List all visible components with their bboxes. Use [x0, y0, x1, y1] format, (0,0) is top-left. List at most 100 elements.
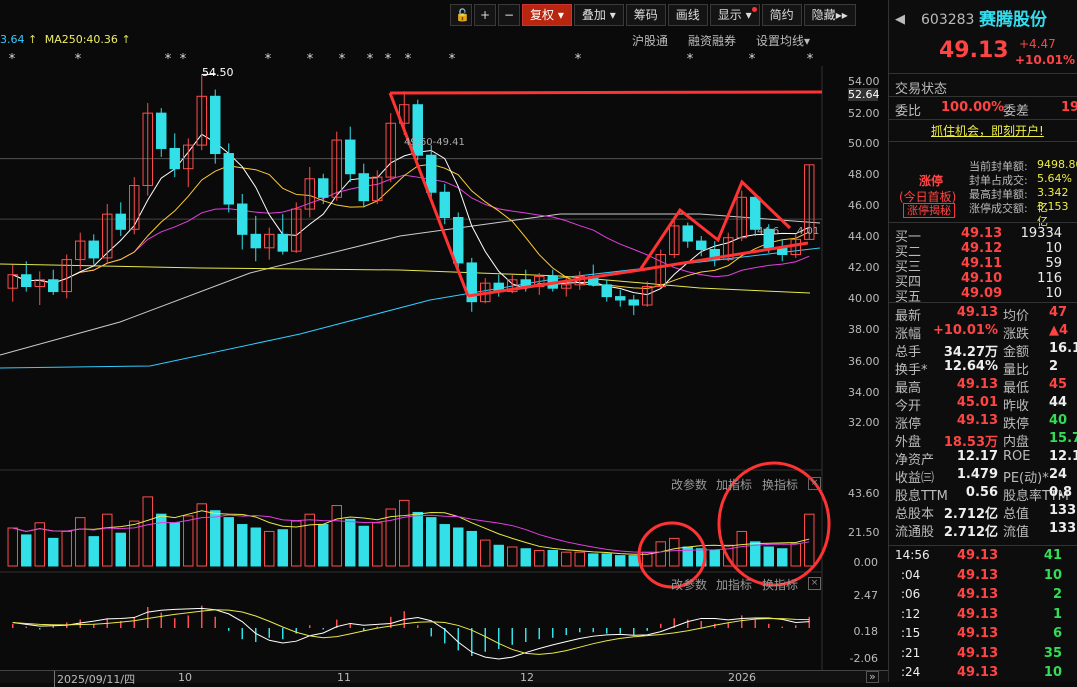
- tick-price: 49.13: [957, 665, 999, 680]
- candle-body: [237, 203, 248, 235]
- month-label-12: 12: [520, 671, 534, 684]
- stat-label-2: 流值: [1003, 525, 1030, 540]
- ma5-line: [12, 133, 810, 296]
- volume-bar: [709, 549, 720, 567]
- simple-button[interactable]: 简约: [761, 4, 802, 26]
- fuquan-label: 复权: [530, 8, 555, 22]
- volume-bar: [439, 524, 450, 567]
- margin-trading-link[interactable]: 融资融券: [688, 34, 737, 48]
- candle-body: [709, 248, 720, 261]
- stat-value: 34.27万: [943, 345, 998, 360]
- axis-tick-label: 46.00: [848, 199, 880, 212]
- event-star-icon: *: [180, 52, 187, 67]
- macd-dif-line: [12, 607, 810, 660]
- display-button[interactable]: 显示 ▾: [709, 4, 760, 26]
- back-arrow-icon[interactable]: ◀: [895, 12, 905, 27]
- drawn-resistance-line: [389, 90, 823, 95]
- candle-body: [696, 240, 707, 250]
- kline-chart-area[interactable]: * * * * * * * * * * * * * * *: [0, 0, 888, 682]
- up-arrow-icon: ↑: [28, 33, 38, 46]
- event-star-icon: *: [265, 52, 272, 67]
- candle-body: [385, 122, 396, 178]
- scroll-right-button[interactable]: »: [866, 671, 879, 683]
- up-arrow-icon: ↑: [121, 33, 131, 46]
- volume-bar: [237, 524, 248, 567]
- candle-body: [304, 178, 315, 210]
- event-star-icon: *: [339, 52, 346, 67]
- vol-close-icon[interactable]: ×: [808, 477, 821, 490]
- limit-up-reveal-button[interactable]: 涨停揭秘: [903, 203, 955, 218]
- hide-button[interactable]: 隐藏▸▸: [803, 4, 856, 26]
- bid-volume: 10: [1045, 241, 1062, 256]
- first-board-label: (今日首板): [899, 190, 957, 204]
- hugutong-link[interactable]: 沪股通: [632, 34, 669, 48]
- date-axis: 2025/09/11/四 10 11 12 2026 »: [0, 670, 888, 687]
- draw-line-button[interactable]: 画线: [667, 4, 708, 26]
- stat-label: 股息TTM: [895, 489, 948, 504]
- chart-canvas[interactable]: * * * * * * * * * * * * * * *: [0, 0, 888, 682]
- axis-tick-label: 21.50: [848, 526, 880, 539]
- candle-body: [183, 144, 194, 170]
- macd-add-indicator-link[interactable]: 加指标: [716, 578, 753, 592]
- vol-add-indicator-link[interactable]: 加指标: [716, 478, 753, 492]
- volume-bar: [790, 543, 801, 567]
- stat-label: 最新: [895, 309, 922, 324]
- candle-body: [142, 112, 153, 187]
- stock-header: ◀ 603283 赛腾股份: [889, 10, 1077, 30]
- event-star-icon: *: [449, 52, 456, 67]
- overlay-button[interactable]: 叠加 ▾: [573, 4, 624, 26]
- bid-level-label: 买五: [895, 290, 922, 305]
- axis-tick-label: 48.00: [848, 168, 880, 181]
- candle-body: [439, 191, 450, 218]
- candle-body: [466, 262, 477, 303]
- fuquan-button[interactable]: 复权 ▾: [522, 4, 572, 26]
- volume-ma10-line: [12, 514, 810, 554]
- ma-settings-link[interactable]: 设置均线▾: [756, 32, 810, 49]
- double-arrow-icon: ▸▸: [835, 8, 848, 22]
- candle-body: [75, 240, 86, 261]
- open-account-link[interactable]: 抓住机会，即刻开户!: [931, 124, 1044, 138]
- stat-value-2: 40: [1049, 413, 1068, 428]
- stat-label-2: 均价: [1003, 309, 1030, 324]
- event-star-icon: *: [165, 52, 172, 67]
- candle-body: [615, 296, 626, 301]
- macd-close-icon[interactable]: ×: [808, 577, 821, 590]
- lock-icon[interactable]: 🔓: [450, 4, 472, 26]
- candle-body: [223, 153, 234, 205]
- ma-legend: 3.64 ↑ MA250:40.36 ↑: [0, 33, 131, 46]
- candle-body: [412, 104, 423, 156]
- ma10-line: [12, 163, 810, 290]
- vol-edit-params-link[interactable]: 改参数: [671, 478, 708, 492]
- candle-body: [507, 279, 518, 293]
- seal-value: 5.64%: [1037, 172, 1072, 185]
- bid-level-label: 买一: [895, 230, 922, 245]
- volume-bar: [547, 549, 558, 567]
- axis-tick-label: -2.06: [849, 652, 878, 665]
- volume-bar: [385, 508, 396, 567]
- event-star-icon: *: [807, 52, 814, 67]
- candle-body: [345, 139, 356, 175]
- zoom-out-button[interactable]: −: [498, 4, 520, 26]
- price-change: +4.47: [1019, 37, 1056, 51]
- volume-bar: [7, 527, 18, 567]
- chips-button[interactable]: 筹码: [625, 4, 666, 26]
- stat-value: 18.53万: [943, 435, 998, 450]
- weibi-label: 委比: [895, 104, 922, 119]
- stat-label: 净资产: [895, 453, 935, 468]
- volume-bar: [466, 530, 477, 567]
- vol-switch-indicator-link[interactable]: 换指标: [762, 478, 799, 492]
- volume-bar: [183, 515, 194, 567]
- zoom-in-button[interactable]: +: [474, 4, 496, 26]
- macd-edit-params-link[interactable]: 改参数: [671, 578, 708, 592]
- bid-level-label: 买二: [895, 245, 922, 260]
- macd-switch-indicator-link[interactable]: 换指标: [762, 578, 799, 592]
- drawn-zigzag-line: [638, 179, 792, 271]
- event-star-icon: *: [307, 52, 314, 67]
- tick-time: :15: [901, 626, 921, 640]
- date-axis-label: 2025/09/11/四: [54, 671, 135, 687]
- candle-body: [318, 178, 329, 198]
- axis-tick-label: 38.00: [848, 323, 880, 336]
- stat-value: 2.712亿: [943, 525, 998, 540]
- tick-price: 49.13: [957, 587, 999, 602]
- tick-time: :04: [901, 567, 921, 582]
